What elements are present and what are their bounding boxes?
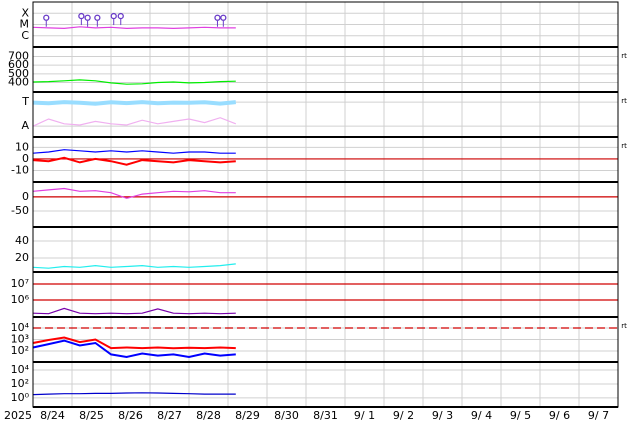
y-tick-label: 10⁷ xyxy=(11,277,29,290)
y-tick-label: 0 xyxy=(22,190,29,203)
x-tick-label: 8/26 xyxy=(118,409,143,422)
x-tick-label: 8/27 xyxy=(157,409,182,422)
marker xyxy=(43,14,50,21)
y-tick-label: 10 xyxy=(15,140,29,153)
y-tick-label: C xyxy=(21,29,29,42)
series-line xyxy=(32,26,236,30)
x-tick-label: 8/30 xyxy=(274,409,299,422)
x-tick-label: 8/25 xyxy=(79,409,104,422)
series-line xyxy=(32,187,236,199)
y-tick-label: T xyxy=(21,95,29,108)
y-tick-label: -10 xyxy=(11,163,29,176)
series-line xyxy=(32,336,236,350)
series-line xyxy=(32,149,236,154)
x-tick-label: 9/ 4 xyxy=(471,409,492,422)
side-label: rt xyxy=(621,97,627,105)
marker xyxy=(78,12,85,20)
x-tick-label: 9/ 6 xyxy=(549,409,570,422)
y-tick-label: 10² xyxy=(11,344,29,357)
x-tick-label: 8/24 xyxy=(40,409,65,422)
series-line xyxy=(32,263,236,269)
x-tick-label: 8/31 xyxy=(313,409,338,422)
x-tick-label: 8/29 xyxy=(235,409,260,422)
plot-frame xyxy=(32,1,619,408)
series-line xyxy=(32,79,236,85)
y-tick-label: 400 xyxy=(8,75,29,88)
y-tick-label: 40 xyxy=(15,234,29,247)
y-tick-label: -50 xyxy=(11,204,29,217)
marker xyxy=(94,14,101,21)
y-tick-label: 10² xyxy=(11,377,29,390)
y-tick-label: 600 xyxy=(8,58,29,71)
x-tick-label: 9/ 1 xyxy=(354,409,375,422)
series-line xyxy=(32,392,236,396)
series-line xyxy=(32,156,236,166)
y-tick-label: M xyxy=(20,18,30,31)
x-tick-label: 8/28 xyxy=(196,409,221,422)
y-tick-label: 10³ xyxy=(11,333,29,346)
side-label: rt xyxy=(621,142,627,150)
marker xyxy=(117,12,124,20)
y-tick-label: 10⁴ xyxy=(11,321,30,334)
x-tick-label: 9/ 2 xyxy=(393,409,414,422)
series-line xyxy=(32,339,236,359)
year-label: 2025 xyxy=(4,409,32,422)
x-tick-label: 9/ 7 xyxy=(588,409,609,422)
y-tick-label: A xyxy=(21,119,29,132)
y-tick-label: 10⁴ xyxy=(11,363,30,376)
series-line xyxy=(32,100,236,106)
y-tick-label: 10⁰ xyxy=(11,391,30,404)
x-tick-label: 9/ 5 xyxy=(510,409,531,422)
series-line xyxy=(32,117,237,127)
series-line xyxy=(32,307,236,315)
y-tick-label: 500 xyxy=(8,67,29,80)
y-tick-label: 20 xyxy=(15,251,29,264)
y-tick-label: X xyxy=(21,6,29,19)
side-label: rt xyxy=(621,52,627,60)
marker xyxy=(220,14,227,21)
marker xyxy=(110,12,117,20)
marker xyxy=(84,14,91,21)
x-tick-label: 9/ 3 xyxy=(432,409,453,422)
y-tick-label: 10⁶ xyxy=(11,293,30,306)
y-tick-label: 700 xyxy=(8,50,29,63)
y-tick-label: 0 xyxy=(22,152,29,165)
marker xyxy=(214,14,221,21)
side-label: rt xyxy=(621,322,627,330)
